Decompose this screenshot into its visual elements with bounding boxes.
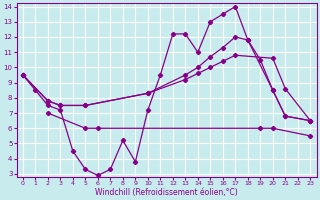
X-axis label: Windchill (Refroidissement éolien,°C): Windchill (Refroidissement éolien,°C) — [95, 188, 238, 197]
